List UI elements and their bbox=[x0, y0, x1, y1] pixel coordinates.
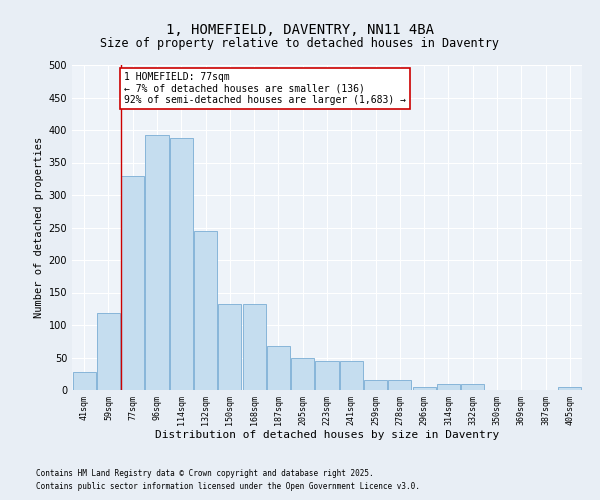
Bar bbox=[316, 361, 338, 390]
Y-axis label: Number of detached properties: Number of detached properties bbox=[34, 137, 44, 318]
Bar bbox=[170, 138, 193, 390]
Bar bbox=[437, 384, 460, 390]
Text: 1 HOMEFIELD: 77sqm
← 7% of detached houses are smaller (136)
92% of semi-detache: 1 HOMEFIELD: 77sqm ← 7% of detached hous… bbox=[124, 72, 406, 104]
Bar bbox=[73, 372, 95, 390]
Bar bbox=[559, 387, 581, 390]
Bar bbox=[97, 312, 120, 390]
Bar bbox=[388, 380, 412, 390]
Bar bbox=[461, 384, 484, 390]
Bar bbox=[340, 361, 363, 390]
Bar bbox=[413, 387, 436, 390]
Bar bbox=[267, 346, 290, 390]
Text: Size of property relative to detached houses in Daventry: Size of property relative to detached ho… bbox=[101, 38, 499, 51]
Text: Contains public sector information licensed under the Open Government Licence v3: Contains public sector information licen… bbox=[36, 482, 420, 491]
Text: 1, HOMEFIELD, DAVENTRY, NN11 4BA: 1, HOMEFIELD, DAVENTRY, NN11 4BA bbox=[166, 22, 434, 36]
Bar bbox=[194, 232, 217, 390]
Bar bbox=[145, 134, 169, 390]
X-axis label: Distribution of detached houses by size in Daventry: Distribution of detached houses by size … bbox=[155, 430, 499, 440]
Text: Contains HM Land Registry data © Crown copyright and database right 2025.: Contains HM Land Registry data © Crown c… bbox=[36, 468, 374, 477]
Bar bbox=[291, 358, 314, 390]
Bar bbox=[121, 176, 144, 390]
Bar bbox=[364, 380, 387, 390]
Bar bbox=[218, 304, 241, 390]
Bar bbox=[242, 304, 266, 390]
